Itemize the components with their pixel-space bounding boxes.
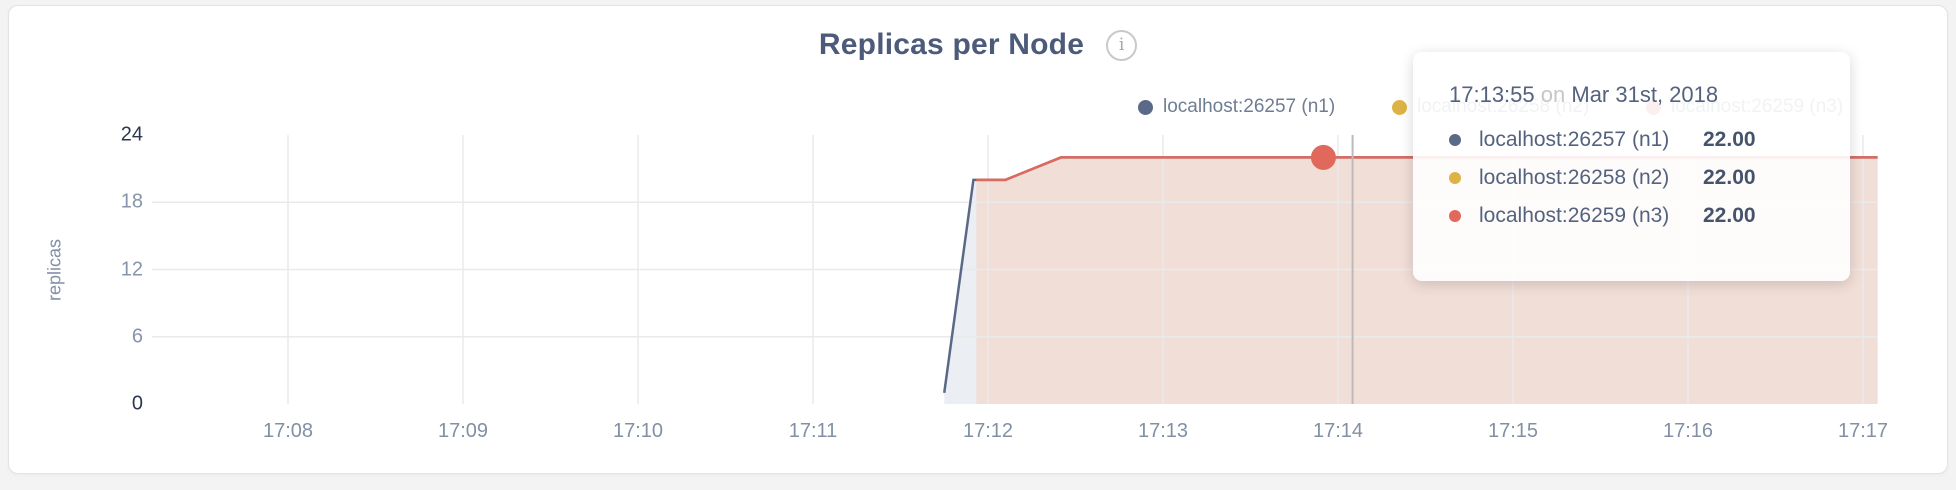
tooltip-rows: localhost:26257 (n1) 22.00 localhost:26258…	[1449, 125, 1850, 231]
legend-dot-icon	[1138, 99, 1153, 115]
x-tick-label: 17:11	[788, 420, 838, 442]
x-tick-label: 17:08	[262, 420, 314, 442]
y-tick-label: 0	[131, 392, 143, 415]
x-tick-label: 17:10	[612, 420, 664, 442]
tooltip-series-value: 22.00	[1703, 166, 1756, 189]
tooltip-row: localhost:26259 (n3) 22.00	[1449, 201, 1850, 231]
x-tick-label: 17:13	[1137, 420, 1189, 442]
tooltip-series-label: localhost:26259 (n3)	[1479, 204, 1670, 227]
y-tick-label: 24	[120, 123, 143, 146]
tooltip-date: Mar 31st, 2018	[1571, 82, 1719, 107]
tooltip-time: 17:13:55	[1449, 82, 1535, 107]
y-tick-label: 18	[120, 190, 143, 213]
tooltip-series-dot-icon	[1449, 134, 1461, 146]
hover-tooltip: 17:13:55 on Mar 31st, 2018 localhost:262…	[1413, 52, 1850, 281]
x-tick-label: 17:17	[1837, 420, 1889, 442]
info-icon[interactable]: i	[1106, 29, 1138, 61]
tooltip-row: localhost:26257 (n1) 22.00	[1449, 125, 1850, 155]
x-tick-label: 17:09	[437, 420, 489, 442]
x-tick-label: 17:14	[1312, 420, 1364, 442]
x-tick-label: 17:12	[962, 420, 1014, 442]
tooltip-series-dot-icon	[1449, 210, 1461, 222]
legend-label: localhost:26257 (n1)	[1163, 96, 1336, 117]
legend-item-n1[interactable]: localhost:26257 (n1)	[1138, 96, 1335, 118]
legend-dot-icon	[1392, 99, 1407, 115]
tooltip-series-dot-icon	[1449, 172, 1461, 184]
x-tick-label: 17:15	[1487, 420, 1539, 442]
tooltip-header: 17:13:55 on Mar 31st, 2018	[1449, 82, 1850, 109]
highlight-dot	[1310, 144, 1336, 170]
y-tick-label: 12	[120, 258, 143, 280]
chart-header: Replicas per Node i	[0, 28, 1956, 62]
chart-title: Replicas per Node	[818, 28, 1085, 61]
tooltip-series-label: localhost:26258 (n2)	[1479, 166, 1670, 189]
tooltip-conjunction: on	[1540, 82, 1566, 107]
tooltip-series-value: 22.00	[1703, 204, 1756, 227]
y-tick-label: 6	[131, 325, 143, 348]
x-tick-label: 17:16	[1662, 420, 1714, 442]
tooltip-series-value: 22.00	[1703, 128, 1756, 151]
tooltip-series-label: localhost:26257 (n1)	[1479, 128, 1670, 151]
tooltip-row: localhost:26258 (n2) 22.00	[1449, 163, 1850, 193]
